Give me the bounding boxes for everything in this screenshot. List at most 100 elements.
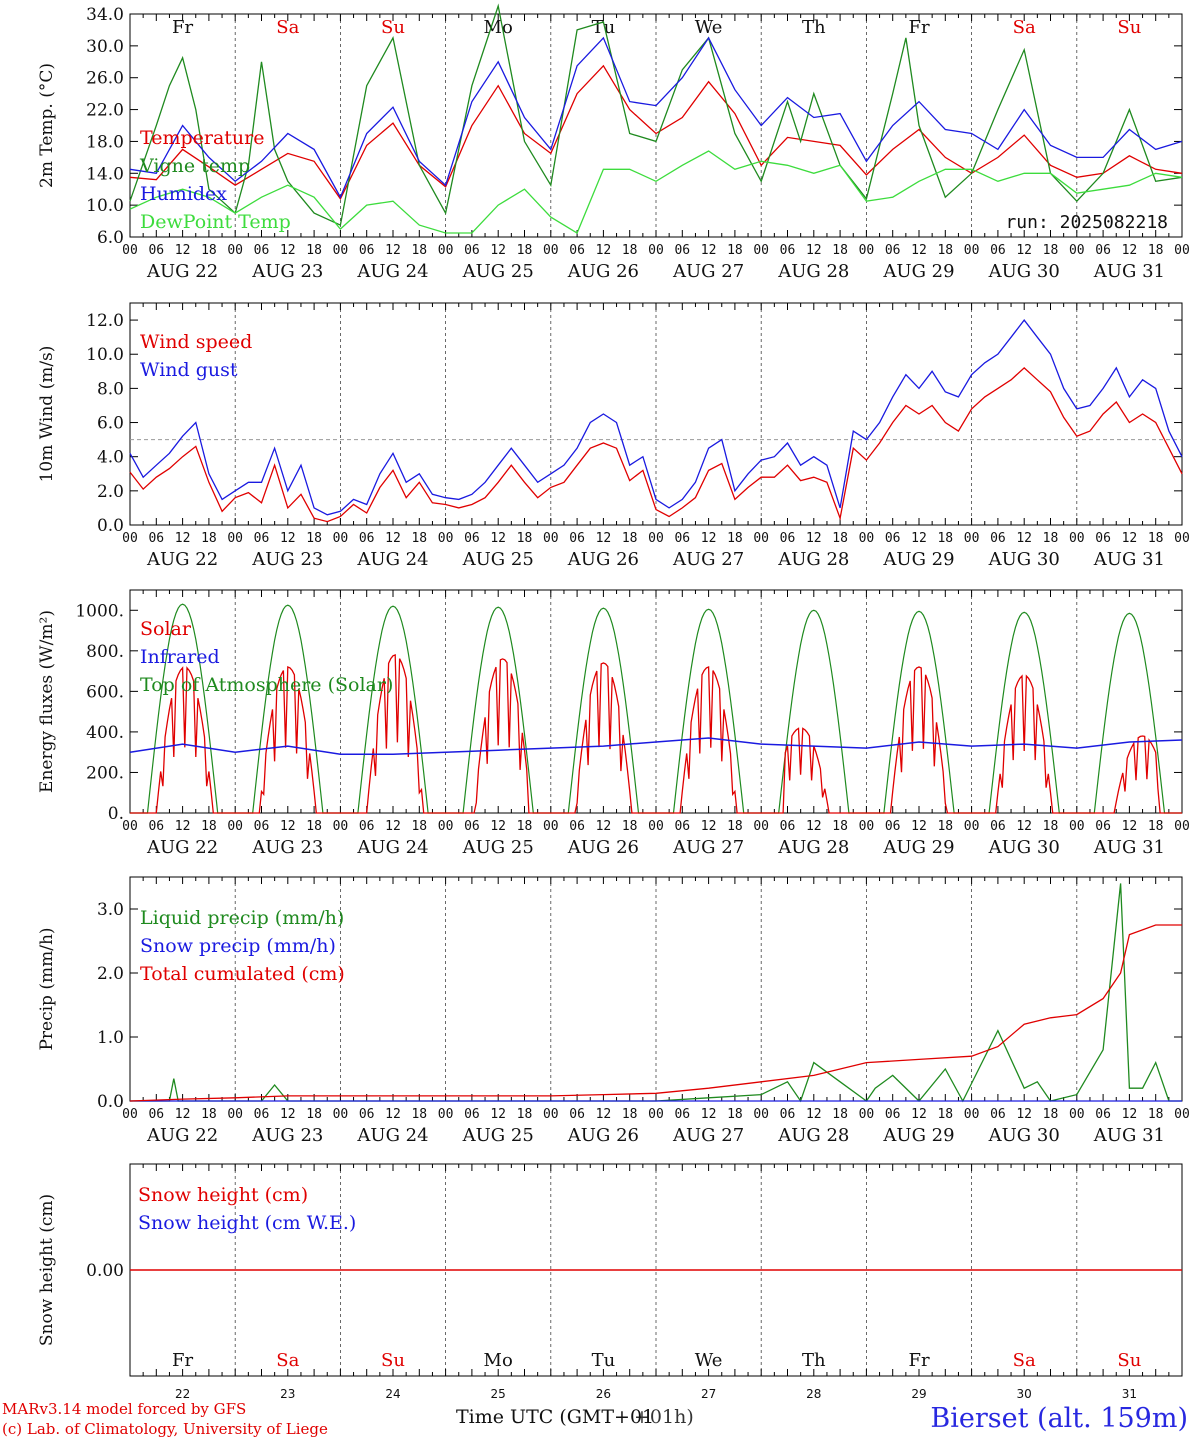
legend-temp-1: Vigne temp bbox=[139, 155, 250, 177]
x-axis-title-overlap: +01h) bbox=[634, 1406, 694, 1428]
date-label: AUG 23 bbox=[251, 261, 323, 282]
hour-tick-label: 06 bbox=[359, 819, 375, 834]
hour-tick-label: 06 bbox=[780, 1107, 796, 1122]
hour-tick-label: 00 bbox=[859, 531, 875, 546]
hour-tick-label: 06 bbox=[885, 1107, 901, 1122]
hour-tick-label: 00 bbox=[1069, 243, 1085, 258]
hour-tick-label: 06 bbox=[254, 819, 270, 834]
hour-tick-label: 00 bbox=[543, 243, 559, 258]
hour-tick-label: 00 bbox=[964, 243, 980, 258]
hour-tick-label: 00 bbox=[543, 531, 559, 546]
hour-tick-label: 18 bbox=[1043, 243, 1059, 258]
hour-tick-label: 06 bbox=[990, 243, 1006, 258]
hour-tick-label: 18 bbox=[832, 243, 848, 258]
weekday-label-bottom: Fr bbox=[908, 1350, 929, 1371]
day-number-label: 25 bbox=[491, 1387, 506, 1401]
legend-temp-3: DewPoint Temp bbox=[140, 211, 291, 233]
hour-tick-label: 12 bbox=[385, 531, 401, 546]
date-label: AUG 26 bbox=[567, 1125, 639, 1146]
hour-tick-label: 12 bbox=[911, 819, 927, 834]
series-line-energy-infrared bbox=[129, 737, 1183, 755]
date-label: AUG 23 bbox=[251, 1125, 323, 1146]
hour-tick-label: 18 bbox=[727, 531, 743, 546]
hour-tick-label: 00 bbox=[859, 819, 875, 834]
hour-tick-label: 12 bbox=[911, 1107, 927, 1122]
weekday-label-bottom: Su bbox=[1117, 1350, 1141, 1371]
hour-tick-label: 18 bbox=[727, 1107, 743, 1122]
hour-tick-label: 00 bbox=[122, 819, 138, 834]
hour-tick-label: 00 bbox=[1069, 1107, 1085, 1122]
hour-tick-label: 00 bbox=[753, 819, 769, 834]
hour-tick-label: 00 bbox=[438, 1107, 454, 1122]
y-axis-label-precip: Precip (mm/h) bbox=[37, 927, 57, 1050]
weekday-label: Mo bbox=[484, 17, 513, 38]
y-tick-label: 600. bbox=[86, 682, 124, 702]
hour-tick-label: 18 bbox=[411, 243, 427, 258]
hour-tick-label: 12 bbox=[175, 819, 191, 834]
hour-tick-label: 12 bbox=[490, 819, 506, 834]
series-line-temp-3 bbox=[129, 150, 1183, 234]
date-label: AUG 29 bbox=[882, 549, 954, 570]
y-tick-label: 10.0 bbox=[86, 196, 124, 216]
hour-tick-label: 18 bbox=[1148, 243, 1164, 258]
y-tick-label: 200. bbox=[86, 763, 124, 783]
hour-tick-label: 06 bbox=[148, 1107, 164, 1122]
hour-tick-label: 06 bbox=[1095, 819, 1111, 834]
hour-tick-label: 06 bbox=[359, 531, 375, 546]
hour-tick-label: 12 bbox=[1016, 531, 1032, 546]
date-label: AUG 24 bbox=[356, 549, 428, 570]
hour-tick-label: 18 bbox=[1043, 1107, 1059, 1122]
hour-tick-label: 18 bbox=[1148, 819, 1164, 834]
date-label: AUG 24 bbox=[356, 1125, 428, 1146]
y-tick-label: 1000. bbox=[75, 601, 124, 621]
hour-tick-label: 18 bbox=[727, 243, 743, 258]
day-number-label: 30 bbox=[1017, 1387, 1032, 1401]
hour-tick-label: 00 bbox=[964, 1107, 980, 1122]
hour-tick-label: 00 bbox=[648, 243, 664, 258]
hour-tick-label: 18 bbox=[201, 1107, 217, 1122]
date-label: AUG 24 bbox=[356, 261, 428, 282]
legend-energy-0: Solar bbox=[140, 618, 192, 640]
day-number-label: 23 bbox=[280, 1387, 295, 1401]
hour-tick-label: 00 bbox=[964, 819, 980, 834]
weekday-label-bottom: Sa bbox=[1013, 1350, 1036, 1371]
hour-tick-label: 18 bbox=[937, 243, 953, 258]
date-label: AUG 27 bbox=[672, 837, 744, 858]
lab-credit: (c) Lab. of Climatology, University of L… bbox=[2, 1420, 328, 1438]
hour-tick-label: 00 bbox=[1069, 531, 1085, 546]
date-label: AUG 29 bbox=[882, 1125, 954, 1146]
date-label: AUG 23 bbox=[251, 549, 323, 570]
date-label: AUG 31 bbox=[1093, 837, 1165, 858]
y-axis-label-wind: 10m Wind (m/s) bbox=[37, 346, 57, 483]
date-label: AUG 31 bbox=[1093, 549, 1165, 570]
date-label: AUG 25 bbox=[462, 1125, 534, 1146]
hour-tick-label: 12 bbox=[280, 243, 296, 258]
weekday-label: Tu bbox=[592, 17, 616, 38]
legend-precip-2: Total cumulated (cm) bbox=[140, 963, 345, 985]
hour-tick-label: 06 bbox=[990, 1107, 1006, 1122]
hour-tick-label: 18 bbox=[832, 1107, 848, 1122]
hour-tick-label: 06 bbox=[254, 531, 270, 546]
hour-tick-label: 06 bbox=[885, 243, 901, 258]
hour-tick-label: 18 bbox=[727, 819, 743, 834]
date-label: AUG 22 bbox=[146, 1125, 218, 1146]
hour-tick-label: 18 bbox=[411, 531, 427, 546]
date-label: AUG 29 bbox=[882, 261, 954, 282]
hour-tick-label: 12 bbox=[175, 243, 191, 258]
hour-tick-label: 12 bbox=[596, 1107, 612, 1122]
date-label: AUG 28 bbox=[777, 549, 849, 570]
hour-tick-label: 06 bbox=[464, 243, 480, 258]
y-axis-label-snow: Snow height (cm) bbox=[37, 1194, 57, 1346]
hour-tick-label: 18 bbox=[517, 1107, 533, 1122]
hour-tick-label: 12 bbox=[1122, 531, 1138, 546]
hour-tick-label: 06 bbox=[148, 531, 164, 546]
hour-tick-label: 06 bbox=[1095, 1107, 1111, 1122]
hour-tick-label: 18 bbox=[622, 243, 638, 258]
hour-tick-label: 12 bbox=[1122, 1107, 1138, 1122]
y-tick-label: 3.0 bbox=[97, 900, 124, 920]
y-tick-label: 1.0 bbox=[97, 1028, 124, 1048]
hour-tick-label: 06 bbox=[885, 819, 901, 834]
hour-tick-label: 12 bbox=[490, 531, 506, 546]
weekday-label: Th bbox=[802, 17, 826, 38]
legend-energy-1: Infrared bbox=[140, 646, 220, 668]
